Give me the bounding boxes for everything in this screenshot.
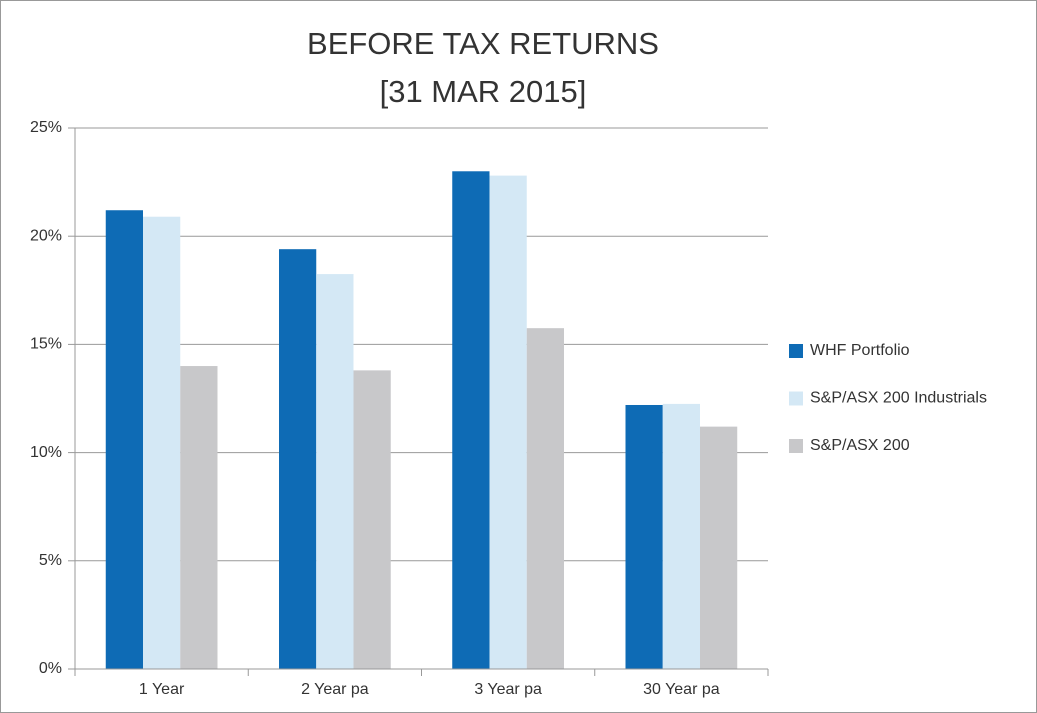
bar [353, 370, 391, 669]
legend-swatch [789, 391, 803, 406]
legend-label: S&P/ASX 200 Industrials [810, 390, 987, 407]
chart-subtitle: [31 MAR 2015] [380, 74, 587, 109]
bar [105, 210, 144, 669]
bar [662, 403, 700, 669]
bar [316, 274, 354, 669]
x-tick-label: 30 Year pa [643, 681, 720, 698]
bar [180, 366, 218, 669]
bar [452, 171, 490, 669]
chart-title: BEFORE TAX RETURNS [307, 26, 659, 61]
bar [625, 404, 663, 669]
legend-label: S&P/ASX 200 [810, 437, 910, 454]
x-tick-label: 2 Year pa [301, 681, 369, 698]
y-tick-label: 15% [30, 336, 62, 353]
bar [699, 426, 738, 669]
bar [143, 216, 181, 669]
y-tick-label: 20% [30, 227, 62, 244]
bar [526, 328, 564, 669]
y-tick-label: 5% [39, 552, 62, 569]
y-tick-label: 0% [39, 660, 62, 677]
legend-swatch [789, 344, 803, 358]
bar [489, 175, 527, 669]
legend-label: WHF Portfolio [810, 342, 910, 359]
x-tick-label: 1 Year [139, 681, 185, 698]
x-tick-label: 3 Year pa [474, 681, 542, 698]
bar [279, 249, 317, 669]
y-tick-label: 10% [30, 444, 62, 461]
legend-swatch [789, 439, 803, 453]
y-tick-label: 25% [30, 119, 62, 136]
